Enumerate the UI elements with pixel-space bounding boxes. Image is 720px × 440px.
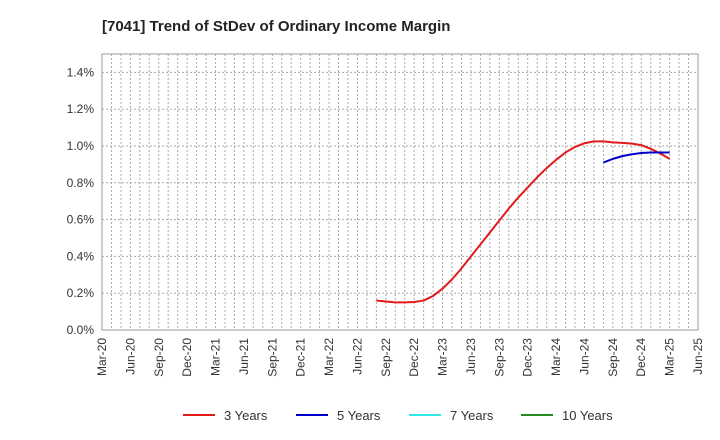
- y-tick-label: 0.0%: [67, 323, 95, 337]
- x-tick-label: Sep-24: [606, 338, 620, 377]
- x-tick-label: Sep-22: [379, 338, 393, 377]
- series-line-3-years: [376, 140, 671, 304]
- x-tick-label: Jun-24: [577, 338, 591, 375]
- x-tick-label: Sep-23: [492, 338, 506, 377]
- y-tick-label: 1.4%: [67, 65, 95, 79]
- x-tick-label: Dec-23: [521, 338, 535, 377]
- x-tick-label: Jun-20: [123, 338, 137, 375]
- x-tick-label: Dec-20: [180, 338, 194, 377]
- y-tick-label: 0.6%: [67, 213, 95, 227]
- x-tick-label: Sep-21: [265, 338, 279, 377]
- legend-label: 10 Years: [562, 408, 613, 423]
- legend-label: 3 Years: [224, 408, 268, 423]
- y-tick-label: 0.2%: [67, 286, 95, 300]
- x-tick-label: Mar-22: [322, 338, 336, 376]
- legend-label: 7 Years: [450, 408, 494, 423]
- x-tick-label: Mar-20: [95, 338, 109, 376]
- x-tick-label: Jun-23: [464, 338, 478, 375]
- x-tick-label: Mar-21: [209, 338, 223, 376]
- x-tick-label: Mar-24: [549, 338, 563, 376]
- x-tick-label: Dec-24: [634, 338, 648, 377]
- x-tick-label: Jun-21: [237, 338, 251, 375]
- x-tick-label: Dec-21: [294, 338, 308, 377]
- chart-title: [7041] Trend of StDev of Ordinary Income…: [102, 18, 450, 35]
- y-tick-label: 0.4%: [67, 249, 95, 263]
- x-tick-label: Dec-22: [407, 338, 421, 377]
- y-tick-label: 1.0%: [67, 139, 95, 153]
- legend: 3 Years 5 Years 7 Years 10 Years: [183, 408, 613, 423]
- plot-area: 0.0% 0.2% 0.4% 0.6% 0.8% 1.0% 1.2% 1.4% Mar-20 J…: [67, 53, 705, 377]
- y-tick-label: 0.8%: [67, 176, 95, 190]
- series-line-5-years: [603, 151, 670, 164]
- x-tick-label: Jun-22: [350, 338, 364, 375]
- plot-background: [102, 54, 698, 330]
- x-axis: Mar-20 Jun-20 Sep-20 Dec-20 Mar-21 Jun-21 Sep-…: [95, 338, 705, 377]
- x-tick-label: Sep-20: [152, 338, 166, 377]
- x-tick-label: Jun-25: [691, 338, 705, 375]
- x-tick-label: Mar-23: [436, 338, 450, 376]
- y-tick-label: 1.2%: [67, 102, 95, 116]
- grid: [101, 54, 699, 331]
- y-axis: 0.0% 0.2% 0.4% 0.6% 0.8% 1.0% 1.2% 1.4%: [67, 65, 95, 337]
- legend-label: 5 Years: [337, 408, 381, 423]
- x-tick-label: Mar-25: [663, 338, 677, 376]
- plot-border: [101, 53, 699, 331]
- series-lines: [376, 140, 671, 304]
